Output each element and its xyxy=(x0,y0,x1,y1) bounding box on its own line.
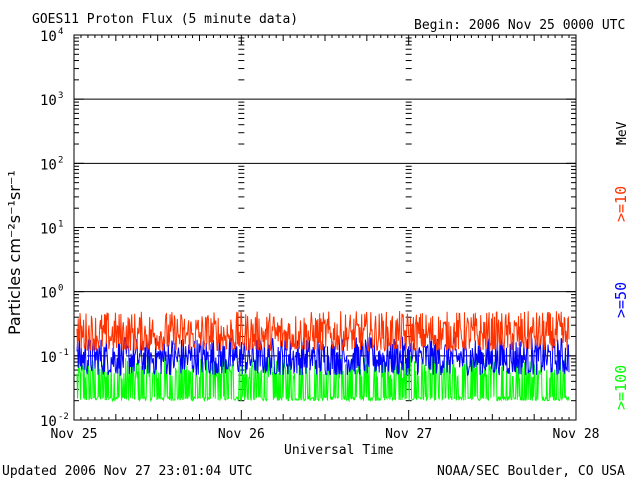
series-line xyxy=(76,310,570,353)
y-tick-label: 10 4 xyxy=(40,27,63,45)
series-line xyxy=(76,355,570,403)
svg-text:10: 10 xyxy=(40,157,57,173)
svg-text:0: 0 xyxy=(58,284,63,294)
x-tick-label: Nov 28 xyxy=(553,427,600,442)
svg-text:3: 3 xyxy=(58,91,63,101)
svg-text:-1: -1 xyxy=(58,348,69,358)
y-tick-label: 10 -2 xyxy=(40,412,69,430)
svg-text:10: 10 xyxy=(40,29,57,45)
y-tick-label: 10 -1 xyxy=(40,348,69,366)
x-axis-ticks: Nov 25 Nov 26 Nov 27 Nov 28 xyxy=(51,35,600,442)
begin-label: Begin: 2006 Nov 25 0000 UTC xyxy=(414,18,625,33)
source-credit: NOAA/SEC Boulder, CO USA xyxy=(437,464,625,479)
plot-frame xyxy=(73,34,577,421)
svg-text:10: 10 xyxy=(40,350,57,366)
svg-text:10: 10 xyxy=(40,414,57,430)
svg-text:4: 4 xyxy=(58,27,63,37)
y-tick-label: 10 3 xyxy=(40,91,63,109)
updated-timestamp: Updated 2006 Nov 27 23:01:04 UTC xyxy=(2,464,252,479)
y-tick-label: 10 1 xyxy=(40,220,63,238)
y-axis-label: Particles cm⁻²s⁻¹sr⁻¹ xyxy=(5,170,24,335)
legend-series-ge50: >=50 xyxy=(612,282,630,318)
legend-series-ge100: >=100 xyxy=(612,365,630,410)
svg-text:10: 10 xyxy=(40,222,57,238)
chart-title: GOES11 Proton Flux (5 minute data) xyxy=(32,12,298,27)
x-axis-label: Universal Time xyxy=(284,443,394,458)
series-group xyxy=(76,310,570,403)
x-tick-label: Nov 26 xyxy=(218,427,265,442)
svg-text:-2: -2 xyxy=(58,412,69,422)
legend-series-ge10: >=10 xyxy=(612,186,630,222)
svg-text:2: 2 xyxy=(58,155,63,165)
y-tick-label: 10 0 xyxy=(40,284,63,302)
svg-text:10: 10 xyxy=(40,93,57,109)
legend-unit-mev: MeV xyxy=(615,121,630,145)
x-tick-label: Nov 25 xyxy=(51,427,98,442)
x-tick-label: Nov 27 xyxy=(385,427,432,442)
svg-text:1: 1 xyxy=(58,220,63,230)
svg-text:10: 10 xyxy=(40,286,57,302)
y-tick-label: 10 2 xyxy=(40,155,63,173)
